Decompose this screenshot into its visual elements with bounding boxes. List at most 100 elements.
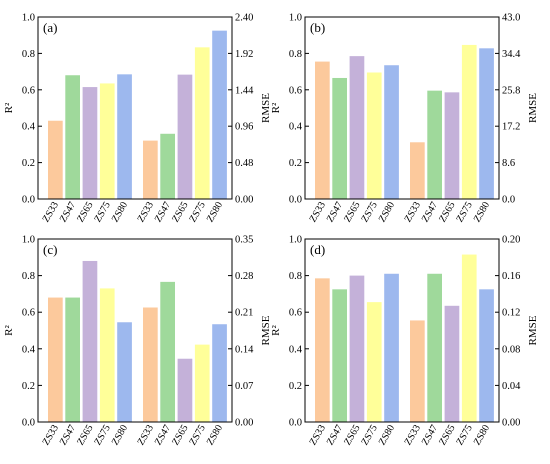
r2-category-label: ZS75 (92, 423, 112, 447)
left-tick-label: 0.2 (289, 158, 302, 169)
right-tick-label: 0.20 (502, 235, 520, 246)
r2-category-label: ZS80 (377, 423, 397, 447)
right-tick-label: 1.44 (235, 85, 254, 96)
rmse-category-label: ZS33 (403, 200, 423, 224)
left-axis-title: R² (270, 324, 282, 335)
plot-frame (304, 238, 500, 423)
right-axis-title: RMSE (527, 315, 539, 345)
left-tick-label: 0.4 (22, 344, 36, 355)
bar-r2-zs75 (366, 72, 382, 199)
bar-r2-zs75 (99, 288, 115, 422)
bar-rmse-zs75 (194, 47, 210, 200)
bar-rmse-zs47 (427, 273, 442, 422)
bar-rmse-zs33 (410, 142, 425, 199)
bar-r2-zs75 (366, 302, 382, 422)
rmse-category-label: ZS47 (420, 200, 440, 224)
right-tick-label: 0.21 (235, 308, 253, 319)
bar-r2-zs47 (65, 75, 80, 199)
right-axis-title: RMSE (527, 93, 539, 123)
plot-frame (304, 16, 500, 200)
panel-label: (a) (43, 20, 57, 35)
left-tick-label: 0.6 (289, 85, 302, 96)
left-tick-label: 0.8 (22, 49, 35, 60)
left-tick-label: 0.0 (289, 195, 302, 206)
left-axis-title: R² (3, 102, 15, 113)
r2-category-label: ZS65 (342, 200, 362, 224)
bar-rmse-zs47 (427, 90, 442, 199)
bar-rmse-zs75 (461, 254, 477, 422)
r2-category-label: ZS75 (359, 423, 379, 447)
r2-category-label: ZS47 (325, 200, 345, 224)
bar-rmse-zs47 (160, 281, 175, 422)
r2-category-label: ZS33 (41, 200, 61, 224)
left-tick-label: 0.6 (289, 308, 302, 319)
r2-category-label: ZS65 (75, 200, 95, 224)
rmse-category-label: ZS65 (437, 200, 457, 224)
bar-r2-zs80 (384, 65, 399, 199)
rmse-category-label: ZS33 (136, 423, 156, 447)
bar-r2-zs33 (315, 278, 330, 422)
left-tick-label: 0.4 (289, 122, 303, 133)
left-tick-label: 0.2 (22, 381, 35, 392)
right-tick-label: 0.28 (235, 271, 253, 282)
right-tick-label: 0.16 (502, 271, 520, 282)
rmse-category-label: ZS75 (187, 423, 207, 447)
bar-rmse-zs47 (160, 133, 175, 199)
bar-rmse-zs65 (177, 358, 193, 422)
plot-frame (37, 238, 233, 423)
bar-r2-zs80 (384, 273, 399, 422)
bar-r2-zs75 (99, 83, 115, 199)
left-tick-label: 0.4 (22, 122, 36, 133)
right-tick-label: 0.04 (502, 381, 521, 392)
bar-rmse-zs65 (444, 305, 460, 422)
right-axis-title: RMSE (260, 93, 272, 123)
r2-category-label: ZS80 (110, 200, 130, 224)
rmse-category-label: ZS80 (205, 200, 225, 224)
left-tick-label: 1.0 (289, 235, 302, 246)
left-tick-label: 1.0 (22, 235, 35, 246)
rmse-category-label: ZS47 (420, 423, 440, 447)
bar-rmse-zs80 (479, 289, 494, 422)
bar-rmse-zs80 (479, 48, 494, 200)
right-axis-title: RMSE (260, 315, 272, 345)
bar-r2-zs65 (82, 260, 98, 422)
bar-r2-zs47 (332, 289, 347, 422)
bar-r2-zs47 (332, 77, 347, 199)
bar-rmse-zs75 (461, 44, 477, 200)
rmse-category-label: ZS80 (472, 423, 492, 447)
rmse-category-label: ZS47 (153, 200, 173, 224)
rmse-category-label: ZS65 (170, 200, 190, 224)
bar-rmse-zs80 (212, 324, 227, 422)
rmse-category-label: ZS75 (187, 200, 207, 224)
right-tick-label: 0.14 (235, 344, 254, 355)
rmse-category-label: ZS80 (472, 200, 492, 224)
left-axis-title: R² (3, 324, 15, 335)
bar-rmse-zs75 (194, 344, 210, 422)
right-tick-label: 17.2 (502, 122, 520, 133)
r2-category-label: ZS80 (110, 423, 130, 447)
left-tick-label: 0.6 (22, 85, 35, 96)
left-tick-label: 0.0 (22, 418, 35, 429)
rmse-category-label: ZS80 (205, 423, 225, 447)
panel-a: 0.0 0.2 0.4 0.6 0.8 1.0 0.00 0.48 0.96 1.44 1.92 2.… (3, 13, 272, 225)
rmse-category-label: ZS75 (454, 200, 474, 224)
right-tick-label: 0.00 (235, 195, 253, 206)
right-tick-label: 25.8 (502, 85, 520, 96)
bar-rmse-zs65 (177, 74, 193, 199)
right-tick-label: 0.12 (502, 308, 520, 319)
left-tick-label: 0.4 (289, 344, 303, 355)
panel-d: 0.0 0.2 0.4 0.6 0.8 1.0 0.00 0.04 0.08 0.12 0.16 0.… (270, 235, 539, 448)
plot-frame (37, 16, 233, 200)
right-tick-label: 1.92 (235, 49, 253, 60)
right-tick-label: 2.40 (235, 13, 253, 24)
panel-label: (b) (310, 20, 325, 35)
right-tick-label: 0.48 (235, 158, 253, 169)
r2-category-label: ZS75 (359, 200, 379, 224)
bar-r2-zs65 (349, 275, 365, 422)
right-tick-label: 0.00 (235, 418, 253, 429)
bar-r2-zs80 (117, 322, 132, 422)
r2-category-label: ZS47 (325, 423, 345, 447)
panel-label: (d) (310, 242, 325, 257)
left-tick-label: 0.8 (22, 271, 35, 282)
r2-category-label: ZS33 (308, 200, 328, 224)
